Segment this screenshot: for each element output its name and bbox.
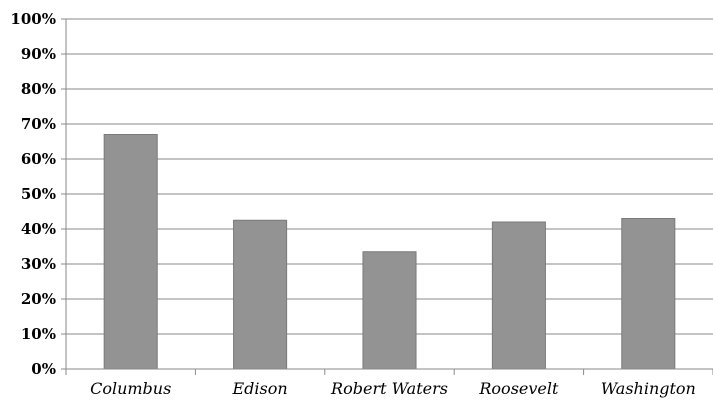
x-tick-label: Robert Waters <box>330 379 448 398</box>
bar-robert-waters <box>363 252 416 369</box>
bar-edison <box>234 220 287 369</box>
x-tick-label: Edison <box>232 379 288 398</box>
y-tick-label: 40% <box>21 220 56 238</box>
x-tick-labels: Columbus Edison Robert Waters Roosevelt Wash… <box>90 379 696 398</box>
y-tick-label: 10% <box>21 325 56 343</box>
bar-washington <box>622 219 675 370</box>
bar-roosevelt <box>492 222 545 369</box>
y-tick-label: 30% <box>21 255 56 273</box>
y-tick-labels: 0% 10% 20% 30% 40% 50% 60% 70% 80% 90% 100% <box>10 10 56 378</box>
x-tick-label: Roosevelt <box>478 379 559 398</box>
x-tick-label: Washington <box>601 379 696 398</box>
y-tick-label: 90% <box>21 45 56 63</box>
y-tick-label: 0% <box>31 360 56 378</box>
y-tick-label: 50% <box>21 185 56 203</box>
y-tick-label: 20% <box>21 290 56 308</box>
bar-columbus <box>104 135 157 370</box>
y-tick-label: 60% <box>21 150 56 168</box>
y-tick-label: 100% <box>10 10 56 28</box>
y-tick-label: 70% <box>21 115 56 133</box>
x-tick-label: Columbus <box>90 379 171 398</box>
y-tick-label: 80% <box>21 80 56 98</box>
